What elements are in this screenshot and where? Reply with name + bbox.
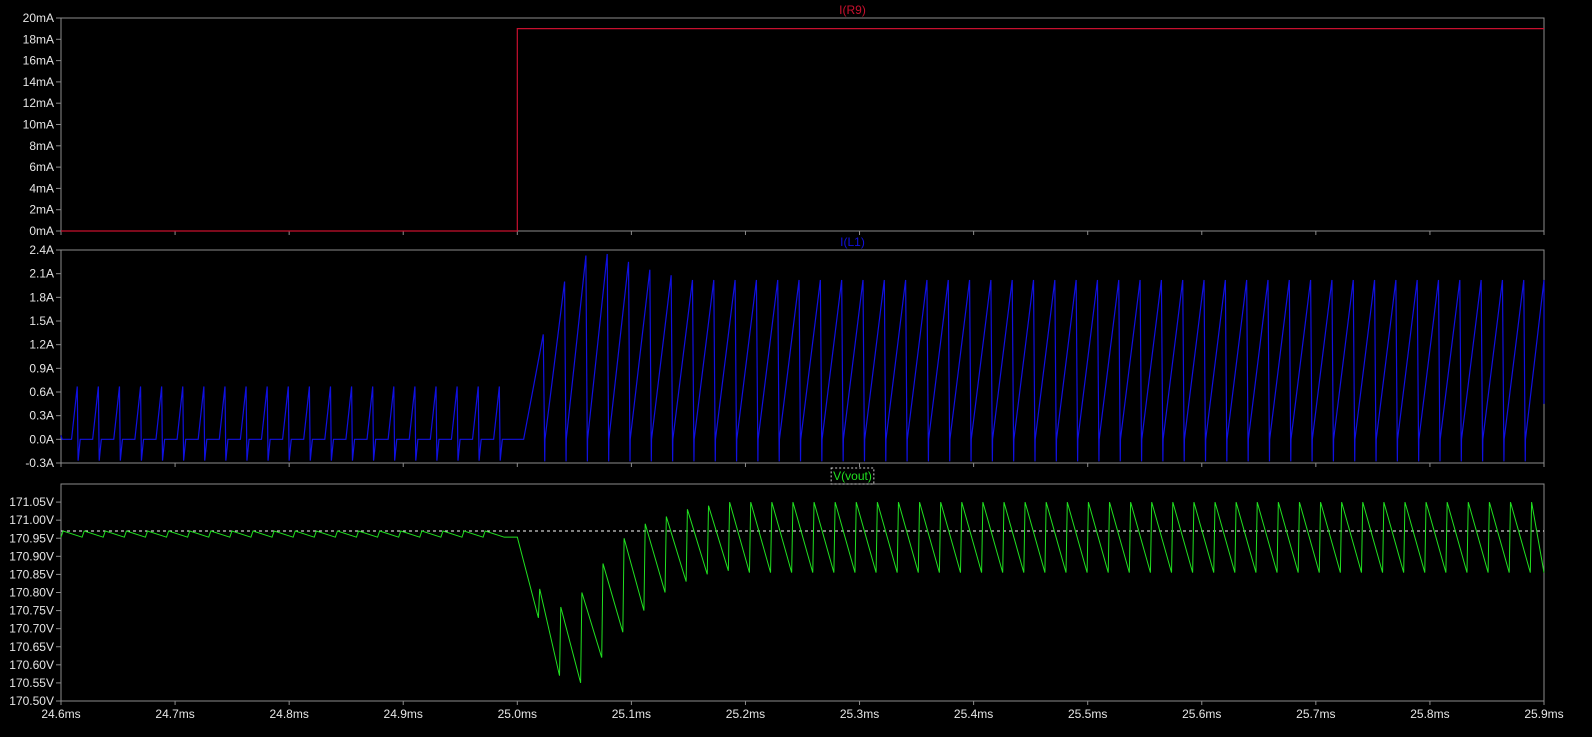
y-tick-label: 170.90V [9, 549, 54, 563]
x-tick-label: 25.2ms [726, 707, 765, 721]
y-tick-label: 170.50V [9, 694, 54, 708]
y-tick-label: 1.8A [29, 290, 54, 304]
y-tick-label: -0.3A [25, 456, 54, 470]
trace-v-vout [60, 501, 1545, 684]
trace-title: I(L1) [840, 235, 865, 249]
plot-frame [60, 483, 1545, 702]
plot-frame [60, 17, 1545, 232]
x-tick-label: 25.3ms [840, 707, 879, 721]
trace-i-r9 [61, 28, 1544, 232]
trace-title: I(R9) [839, 3, 866, 17]
y-tick-label: 171.00V [9, 513, 54, 527]
y-tick-label: 0.9A [29, 361, 54, 375]
x-tick-label: 25.0ms [498, 707, 537, 721]
y-tick-label: 1.5A [29, 314, 54, 328]
x-tick-label: 25.4ms [954, 707, 993, 721]
trace-i-l1 [60, 253, 1545, 462]
x-tick-label: 25.8ms [1410, 707, 1449, 721]
y-tick-label: 0.6A [29, 385, 54, 399]
y-tick-label: 0mA [29, 224, 54, 238]
x-tick-label: 24.6ms [41, 707, 80, 721]
y-tick-label: 170.70V [9, 622, 54, 636]
x-tick-label: 25.6ms [1182, 707, 1221, 721]
x-tick-label: 24.8ms [269, 707, 308, 721]
y-tick-label: 10mA [23, 118, 54, 132]
y-tick-label: 20mA [23, 11, 54, 25]
y-tick-label: 2.1A [29, 267, 54, 281]
y-tick-label: 170.60V [9, 658, 54, 672]
y-tick-label: 170.65V [9, 640, 54, 654]
y-tick-label: 170.95V [9, 531, 54, 545]
x-tick-label: 25.7ms [1296, 707, 1335, 721]
x-tick-label: 25.5ms [1068, 707, 1107, 721]
y-tick-label: 8mA [29, 139, 54, 153]
x-tick-label: 24.7ms [155, 707, 194, 721]
y-tick-label: 171.05V [9, 495, 54, 509]
trace-title: V(vout) [833, 469, 872, 483]
y-tick-label: 14mA [23, 75, 54, 89]
trace-title-selection-box [830, 467, 875, 485]
y-tick-label: 170.80V [9, 586, 54, 600]
x-tick-label: 25.9ms [1524, 707, 1563, 721]
y-tick-label: 170.75V [9, 604, 54, 618]
y-tick-label: 0.0A [29, 432, 54, 446]
plot-pane-3: 170.50V 170.55V 170.60V 170.65V 170.70V 170.7… [9, 467, 1545, 708]
y-tick-label: 6mA [29, 160, 54, 174]
y-tick-label: 1.2A [29, 338, 54, 352]
y-tick-label: 2mA [29, 203, 54, 217]
y-tick-label: 0.3A [29, 409, 54, 423]
plot-pane-1: 0mA 2mA 4mA 6mA 8mA 10mA 12mA 14mA 16mA 18mA 20mA I… [23, 3, 1545, 238]
y-tick-label: 18mA [23, 32, 54, 46]
y-tick-label: 4mA [29, 181, 54, 195]
y-tick-label: 170.85V [9, 567, 54, 581]
y-tick-label: 16mA [23, 54, 54, 68]
plot-pane-2: -0.3A 0.0A 0.3A 0.6A 0.9A 1.2A 1.5A 1.8A 2.1A 2.4… [25, 235, 1545, 470]
y-tick-label: 2.4A [29, 243, 54, 257]
x-tick-label: 24.9ms [384, 707, 423, 721]
x-tick-label: 25.1ms [612, 707, 651, 721]
y-tick-label: 12mA [23, 96, 54, 110]
y-tick-label: 170.55V [9, 676, 54, 690]
